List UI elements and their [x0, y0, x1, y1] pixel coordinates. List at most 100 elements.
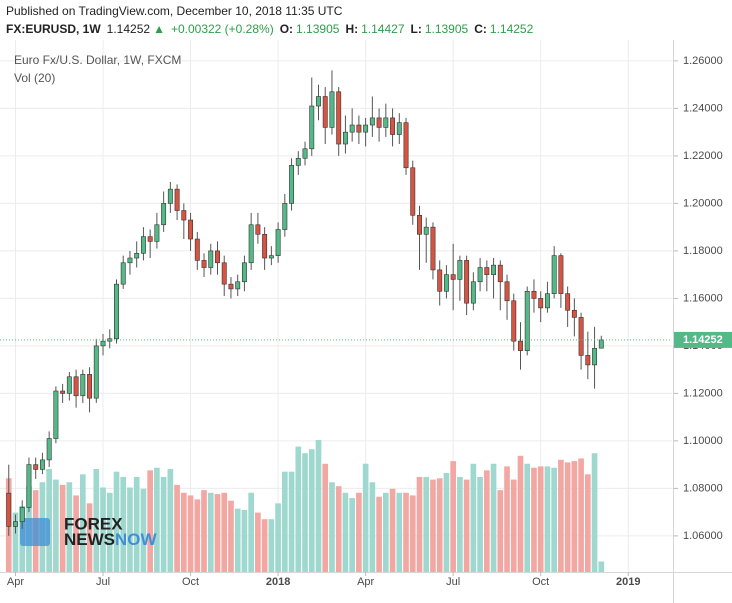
- candle-body: [524, 290, 530, 351]
- candle-body: [565, 293, 571, 311]
- quote-part: C:: [474, 22, 487, 36]
- candle-body: [228, 283, 234, 290]
- candle-body: [248, 224, 254, 264]
- candle-body: [167, 188, 173, 204]
- y-tick-label: 1.06000: [683, 530, 723, 542]
- candle-body: [316, 96, 321, 107]
- volume-bar: [53, 479, 59, 572]
- candle-body: [282, 203, 288, 230]
- volume-bar: [490, 463, 497, 572]
- candle-body: [154, 224, 160, 242]
- candle-body: [13, 521, 18, 527]
- quote-part: L:: [411, 22, 422, 36]
- volume-bar: [133, 476, 140, 572]
- volume-bar: [396, 492, 403, 572]
- candle-body: [19, 507, 25, 522]
- volume-bar: [497, 490, 504, 572]
- candle-body: [450, 274, 456, 280]
- grid: [0, 40, 672, 572]
- candle-body: [369, 117, 375, 126]
- candle-body: [511, 300, 517, 342]
- candle-body: [161, 203, 167, 226]
- volume-bar: [531, 467, 537, 572]
- candle-body: [336, 91, 342, 145]
- candle-body: [477, 267, 483, 283]
- volume-bar: [517, 455, 524, 572]
- volume-bar: [484, 470, 490, 572]
- y-tick-label: 1.10000: [683, 435, 723, 447]
- candle-body: [531, 290, 537, 299]
- y-tick-label: 1.12000: [683, 387, 723, 399]
- candle-body: [181, 210, 187, 221]
- candle-body: [140, 236, 146, 254]
- y-tick-label: 1.18000: [683, 245, 723, 257]
- candle-body: [235, 281, 241, 290]
- candle-body: [309, 105, 315, 150]
- candle-body: [93, 345, 99, 399]
- volume-bar: [261, 519, 268, 572]
- candle-body: [585, 355, 591, 366]
- candle-body: [302, 148, 308, 159]
- volume-bar: [187, 495, 194, 572]
- volume-bar: [423, 476, 430, 572]
- volume-bar: [382, 492, 389, 572]
- volume-bar: [308, 449, 315, 572]
- x-tick-label: Apr: [357, 576, 374, 588]
- candle-body: [376, 117, 382, 128]
- candle-body: [410, 167, 416, 216]
- quote-part: 1.14427: [361, 22, 405, 36]
- y-tick-label: 1.08000: [683, 482, 723, 494]
- volume-bar: [443, 472, 450, 572]
- volume-bar: [268, 519, 275, 572]
- candle-body: [470, 281, 476, 304]
- volume-bar: [591, 453, 598, 572]
- volume-bar: [376, 496, 382, 572]
- volume-bar: [450, 461, 456, 572]
- volume-bar: [113, 471, 120, 572]
- volume-bar: [558, 459, 564, 572]
- volume-bar: [416, 476, 423, 572]
- volume-bar: [302, 453, 308, 572]
- volume-bar: [335, 486, 342, 572]
- candle-body: [174, 188, 180, 211]
- candle-body: [464, 260, 470, 304]
- candle-body: [134, 252, 140, 259]
- candle-body: [73, 376, 79, 397]
- volume-bar: [369, 482, 376, 572]
- candle-body: [558, 255, 564, 294]
- candle-body: [417, 214, 422, 235]
- volume-bar: [295, 446, 302, 572]
- volume-bar: [342, 492, 349, 572]
- volume-bar: [403, 492, 409, 572]
- watermark-text: NOW: [115, 530, 158, 549]
- volume-bar: [322, 463, 329, 572]
- watermark-logo: [20, 518, 50, 546]
- volume-bar: [127, 487, 133, 572]
- quote-line: FX:EURUSD, 1W 1.14252 ▲ +0.00322 (+0.28%) O:…: [6, 22, 534, 36]
- volume-bar: [457, 476, 463, 572]
- legend-title: Euro Fx/U.S. Dollar, 1W, FXCM: [14, 53, 181, 67]
- candle-body: [491, 264, 497, 275]
- volume-bar: [167, 469, 174, 572]
- candle-body: [295, 157, 301, 166]
- candle-body: [241, 262, 247, 283]
- x-tick-label: 2019: [616, 576, 640, 588]
- candle-body: [518, 340, 523, 351]
- candle-body: [53, 390, 59, 439]
- volume-bar: [537, 466, 544, 572]
- quote-part: 1.14252: [490, 22, 534, 36]
- y-tick-label: 1.22000: [683, 150, 723, 162]
- volume-bar: [564, 462, 571, 572]
- candle-body: [6, 492, 12, 527]
- candle-body: [578, 317, 584, 356]
- candle-body: [504, 281, 510, 302]
- last-price-label: 1.14252: [683, 334, 723, 346]
- candle-body: [39, 459, 45, 470]
- x-tick-label: Apr: [7, 576, 24, 588]
- candle-body: [33, 464, 39, 470]
- candle-body: [538, 298, 544, 309]
- legend-volume: Vol (20): [14, 71, 55, 85]
- volume-bar: [194, 499, 201, 572]
- x-tick-label: Oct: [532, 576, 549, 588]
- candle-body: [443, 274, 449, 292]
